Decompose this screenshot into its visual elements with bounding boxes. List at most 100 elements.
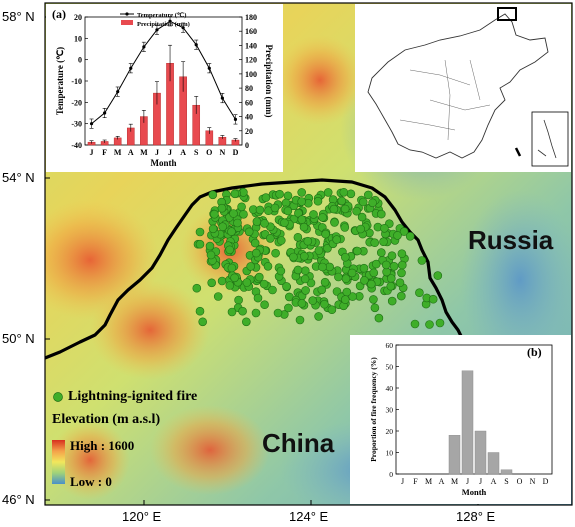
fire-point (300, 266, 310, 276)
precip-tick-label: 60 (245, 98, 253, 107)
month-label: D (543, 477, 549, 486)
fire-point (195, 227, 205, 237)
fire-point (363, 190, 373, 200)
lat-label-46: 46° N (2, 492, 35, 507)
fire-point (348, 292, 357, 301)
temperature-point (142, 45, 146, 49)
fire-point (415, 288, 424, 298)
fire-point (334, 272, 343, 282)
month-label: A (180, 148, 186, 157)
lon-label-128: 128° E (456, 509, 496, 524)
fire-point (358, 197, 368, 207)
fire-point (341, 274, 351, 284)
frequency-bar (500, 469, 513, 475)
month-label: D (233, 148, 239, 157)
fire-point (342, 287, 352, 297)
fire-point (393, 231, 402, 240)
month-label: S (504, 477, 508, 486)
climate-chart-panel: -40 -30 -20 -10 0 10 20 0 20 40 60 80 100 120 140 160 18… (46, 4, 283, 172)
fire-point (230, 273, 239, 283)
lat-label-50: 50° N (2, 331, 35, 346)
fire-point (321, 229, 330, 239)
fire-point (371, 259, 381, 269)
fire-point (340, 204, 350, 214)
temp-tick-label: -20 (71, 98, 82, 107)
frequency-bar (448, 435, 461, 475)
temperature-point (181, 26, 185, 30)
country-border (45, 178, 464, 360)
temperature-point (155, 28, 159, 32)
precip-tick-label: 120 (245, 56, 257, 65)
fire-point (386, 281, 396, 291)
month-label: O (517, 477, 523, 486)
fire-legend-symbol (53, 392, 63, 402)
fire-point (206, 250, 216, 260)
fire-point (273, 308, 283, 318)
fire-point (379, 237, 388, 246)
fire-point (276, 266, 286, 276)
temperature-axis-title: Temperature (℃) (55, 47, 65, 115)
study-area-box (497, 7, 517, 21)
fire-point (360, 276, 369, 285)
month-label: J (168, 148, 172, 157)
fire-point (301, 286, 310, 295)
fire-point (346, 189, 356, 199)
fire-point (327, 305, 337, 315)
fire-point (386, 274, 396, 283)
frequency-tick-label: 40 (386, 384, 394, 393)
temperature-point (194, 43, 198, 47)
fire-point (405, 232, 415, 241)
fire-point (213, 292, 223, 301)
temp-tick-label: -40 (71, 141, 82, 150)
fire-point (308, 296, 318, 305)
frequency-bar (487, 452, 500, 475)
fire-point (237, 202, 246, 212)
elevation-legend-title: Elevation (m a.s.l) (52, 412, 161, 427)
fire-point (283, 191, 293, 201)
fire-point (242, 317, 251, 327)
fire-point (276, 236, 286, 245)
fire-point (330, 218, 339, 227)
fire-point (297, 215, 307, 224)
fire-point (195, 306, 205, 316)
month-label: S (194, 148, 199, 157)
elevation-legend-bar (52, 440, 65, 484)
fire-point (251, 308, 261, 318)
fire-point (306, 278, 316, 288)
fire-point (253, 293, 263, 303)
fire-point (282, 282, 291, 291)
fire-point (270, 203, 280, 213)
fire-point (218, 222, 227, 231)
fire-point (242, 278, 252, 287)
month-label: J (466, 477, 469, 486)
fire-point (198, 317, 207, 327)
precip-tick-label: 160 (245, 27, 257, 36)
fire-point (225, 281, 235, 290)
fire-point (300, 274, 310, 284)
fire-point (192, 283, 202, 293)
month-label: O (206, 148, 212, 157)
fire-point (289, 252, 298, 262)
fire-point (210, 209, 219, 219)
temperature-point (168, 19, 172, 23)
fire-point (368, 198, 377, 208)
fire-point (299, 251, 309, 261)
fire-point (318, 213, 327, 222)
precip-tick-label: 140 (245, 41, 257, 50)
country-label-china: China (262, 428, 335, 458)
fire-point (329, 204, 339, 214)
month-label: J (90, 148, 94, 157)
lon-label-120: 120° E (122, 509, 162, 524)
fire-point (340, 223, 350, 232)
fire-point (387, 296, 397, 306)
fire-point (297, 188, 307, 197)
fire-point (323, 188, 333, 197)
fire-point (356, 224, 366, 234)
fire-point (227, 263, 237, 273)
fire-point (340, 252, 350, 262)
fire-point (417, 256, 427, 265)
frequency-bar (474, 430, 487, 475)
y-axis-title: Proportion of fire frequency (%) (369, 357, 378, 462)
